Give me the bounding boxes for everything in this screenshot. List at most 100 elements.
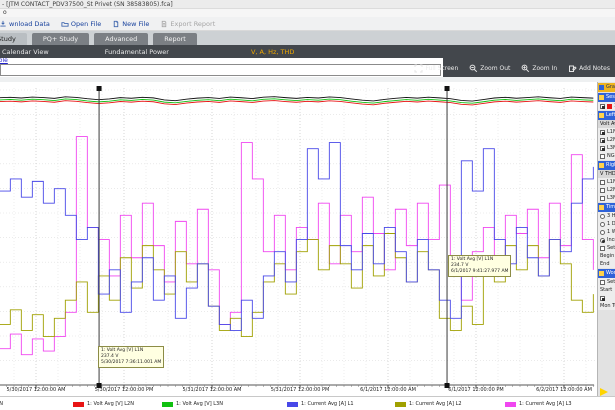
panel-title: Workweek xyxy=(606,270,615,276)
tooltip-value: 234.7 V xyxy=(451,263,469,269)
tab-gy-study[interactable]: gy Study xyxy=(0,33,27,45)
panel-row[interactable]: L3N xyxy=(598,144,615,152)
open-file-icon xyxy=(61,21,69,27)
panel-row[interactable]: 3 Hours xyxy=(598,212,615,220)
tab-report[interactable]: Report xyxy=(153,33,197,45)
tooltip-value: 237.4 V xyxy=(101,354,119,360)
panel-row[interactable]: L1N xyxy=(598,128,615,136)
x-axis-label: 6/1/2017 12:00:00 AM xyxy=(360,387,416,393)
panel-row[interactable]: NG xyxy=(598,152,615,160)
zoom-out-button[interactable]: Zoom Out xyxy=(469,64,510,73)
panel-row-label: Start xyxy=(600,287,613,293)
legend-swatch xyxy=(162,401,173,407)
download-button[interactable]: wnload Data xyxy=(0,20,50,28)
zoom-in-button[interactable]: Zoom In xyxy=(521,64,557,73)
x-axis-label: 6/2/2017 12:00:00 AM xyxy=(536,387,592,393)
x-axis-label: 6/1/2017 12:00:00 PM xyxy=(448,387,504,393)
legend-swatch xyxy=(395,401,406,407)
radio-button[interactable] xyxy=(600,229,605,235)
panel-icon xyxy=(599,271,604,276)
panel-row-label: V THD xyxy=(600,171,615,177)
window-title: - [JTM CONTACT_PDV37500_St Privet (SN 38… xyxy=(0,0,615,9)
sidebar-panel-left-axis[interactable]: Left Axis xyxy=(598,111,615,120)
panel-icon xyxy=(599,163,604,168)
checkbox[interactable] xyxy=(600,279,605,285)
panel-row-label: L1N xyxy=(607,179,615,185)
legend-item: 1: Volt Avg [V] L1N xyxy=(0,401,3,407)
panel-row[interactable]: 1 Week xyxy=(598,228,615,236)
radio-button[interactable] xyxy=(600,237,605,243)
legend-item: 1: Volt Avg [V] L2N xyxy=(73,401,134,407)
checkbox[interactable] xyxy=(600,103,605,109)
panel-icon xyxy=(599,95,604,100)
full-screen-icon xyxy=(414,64,423,73)
panel-row[interactable]: Increment xyxy=(598,236,615,244)
subnav-item-fundamental-power[interactable]: Fundamental Power xyxy=(104,47,169,56)
radio-button[interactable] xyxy=(600,221,605,227)
tab-advanced[interactable]: Advanced xyxy=(94,33,149,45)
panel-row-label: NG xyxy=(607,153,615,159)
panel-subheader: Volt Avg xyxy=(598,120,615,128)
panel-row[interactable]: L3N xyxy=(598,194,615,202)
time-cursor-2[interactable] xyxy=(444,86,450,388)
filter-input[interactable] xyxy=(0,64,441,76)
chart-view-toolbar: Full Screen Zoom Out Zoom In Add Notes xyxy=(414,64,610,73)
panel-row-label: Begin xyxy=(600,253,615,259)
checkbox[interactable] xyxy=(600,195,605,201)
zoom-out-icon xyxy=(469,64,478,73)
menu-bar[interactable]: o xyxy=(0,9,615,17)
panel-row: Mon Tue Wed xyxy=(598,302,615,310)
table-link[interactable]: able xyxy=(0,58,8,64)
tab-pq-study[interactable]: PQ+ Study xyxy=(31,33,90,45)
panel-row[interactable]: L2N xyxy=(598,136,615,144)
panel-row[interactable]: Set: xyxy=(598,244,615,252)
add-notes-button[interactable]: Add Notes xyxy=(568,64,610,73)
new-file-button[interactable]: New File xyxy=(112,20,149,28)
panel-row[interactable]: L1N xyxy=(598,178,615,186)
checkbox[interactable] xyxy=(600,245,605,251)
panel-row-label: L2N xyxy=(607,187,615,193)
panel-row[interactable]: L2N xyxy=(598,186,615,194)
chart-legend: 1: Volt Avg [V] L1N 1: Volt Avg [V] L2N 1:… xyxy=(0,396,615,410)
settings-sidebar[interactable]: Graph Sessions 1 Left Axis Volt Avg L1N L2N L3N… xyxy=(597,82,615,396)
subnav-item-calendar-view[interactable]: Calendar View xyxy=(2,47,49,56)
chart-canvas[interactable] xyxy=(0,82,597,390)
checkbox[interactable] xyxy=(600,153,605,159)
time-cursor-1[interactable] xyxy=(96,86,102,388)
panel-title: Sessions xyxy=(606,94,615,100)
panel-row-label: Increment xyxy=(607,237,615,243)
legend-label: 1: Volt Avg [V] L2N xyxy=(87,401,134,407)
cursor-tooltip: 1: Volt Avg [V] L1N 237.4 V 5/30/2017 7:36… xyxy=(98,346,165,369)
x-axis-label: 5/30/2017 12:00:00 AM xyxy=(6,387,66,393)
menu-fragment[interactable]: o xyxy=(3,9,7,16)
sidebar-panel-time[interactable]: Time xyxy=(598,203,615,212)
view-toolbar-label: Zoom Out xyxy=(480,65,511,72)
checkbox[interactable] xyxy=(600,179,605,185)
zoom-in-icon xyxy=(521,64,530,73)
checkbox[interactable] xyxy=(600,295,605,301)
radio-button[interactable] xyxy=(600,213,605,219)
sidebar-panel-sessions[interactable]: Sessions xyxy=(598,93,615,102)
panel-row[interactable]: Set: xyxy=(598,278,615,286)
panel-row-label: End xyxy=(600,261,610,267)
open-file-button[interactable]: Open File xyxy=(61,20,101,28)
sidebar-panel-right-axis[interactable]: Right Axis xyxy=(598,161,615,170)
sidebar-panel-workweek[interactable]: Workweek xyxy=(598,269,615,278)
export-report-button[interactable]: Export Report xyxy=(160,20,215,28)
scroll-right-arrow-icon[interactable] xyxy=(600,388,608,396)
file-toolbar-label: Open File xyxy=(70,19,102,28)
checkbox[interactable] xyxy=(600,137,605,143)
full-screen-button[interactable]: Full Screen xyxy=(414,64,458,73)
panel-row-label: Set: xyxy=(607,245,615,251)
checkbox[interactable] xyxy=(600,145,605,151)
checkbox[interactable] xyxy=(600,129,605,135)
panel-row[interactable]: 1 xyxy=(598,102,615,110)
panel-row[interactable] xyxy=(598,294,615,302)
checkbox[interactable] xyxy=(600,187,605,193)
panel-row-label: Set: xyxy=(607,279,615,285)
subnav-item-v-a-hz-thd[interactable]: V, A, Hz, THD xyxy=(250,47,295,56)
panel-row[interactable]: 1 Day xyxy=(598,220,615,228)
cursor-tooltip: 1: Volt Avg [V] L1N 234.7 V 6/1/2017 9:41:… xyxy=(448,255,512,278)
sidebar-panel-graph[interactable]: Graph xyxy=(598,83,615,92)
tooltip-timestamp: 5/30/2017 7:36:11.001 AM xyxy=(101,360,162,366)
